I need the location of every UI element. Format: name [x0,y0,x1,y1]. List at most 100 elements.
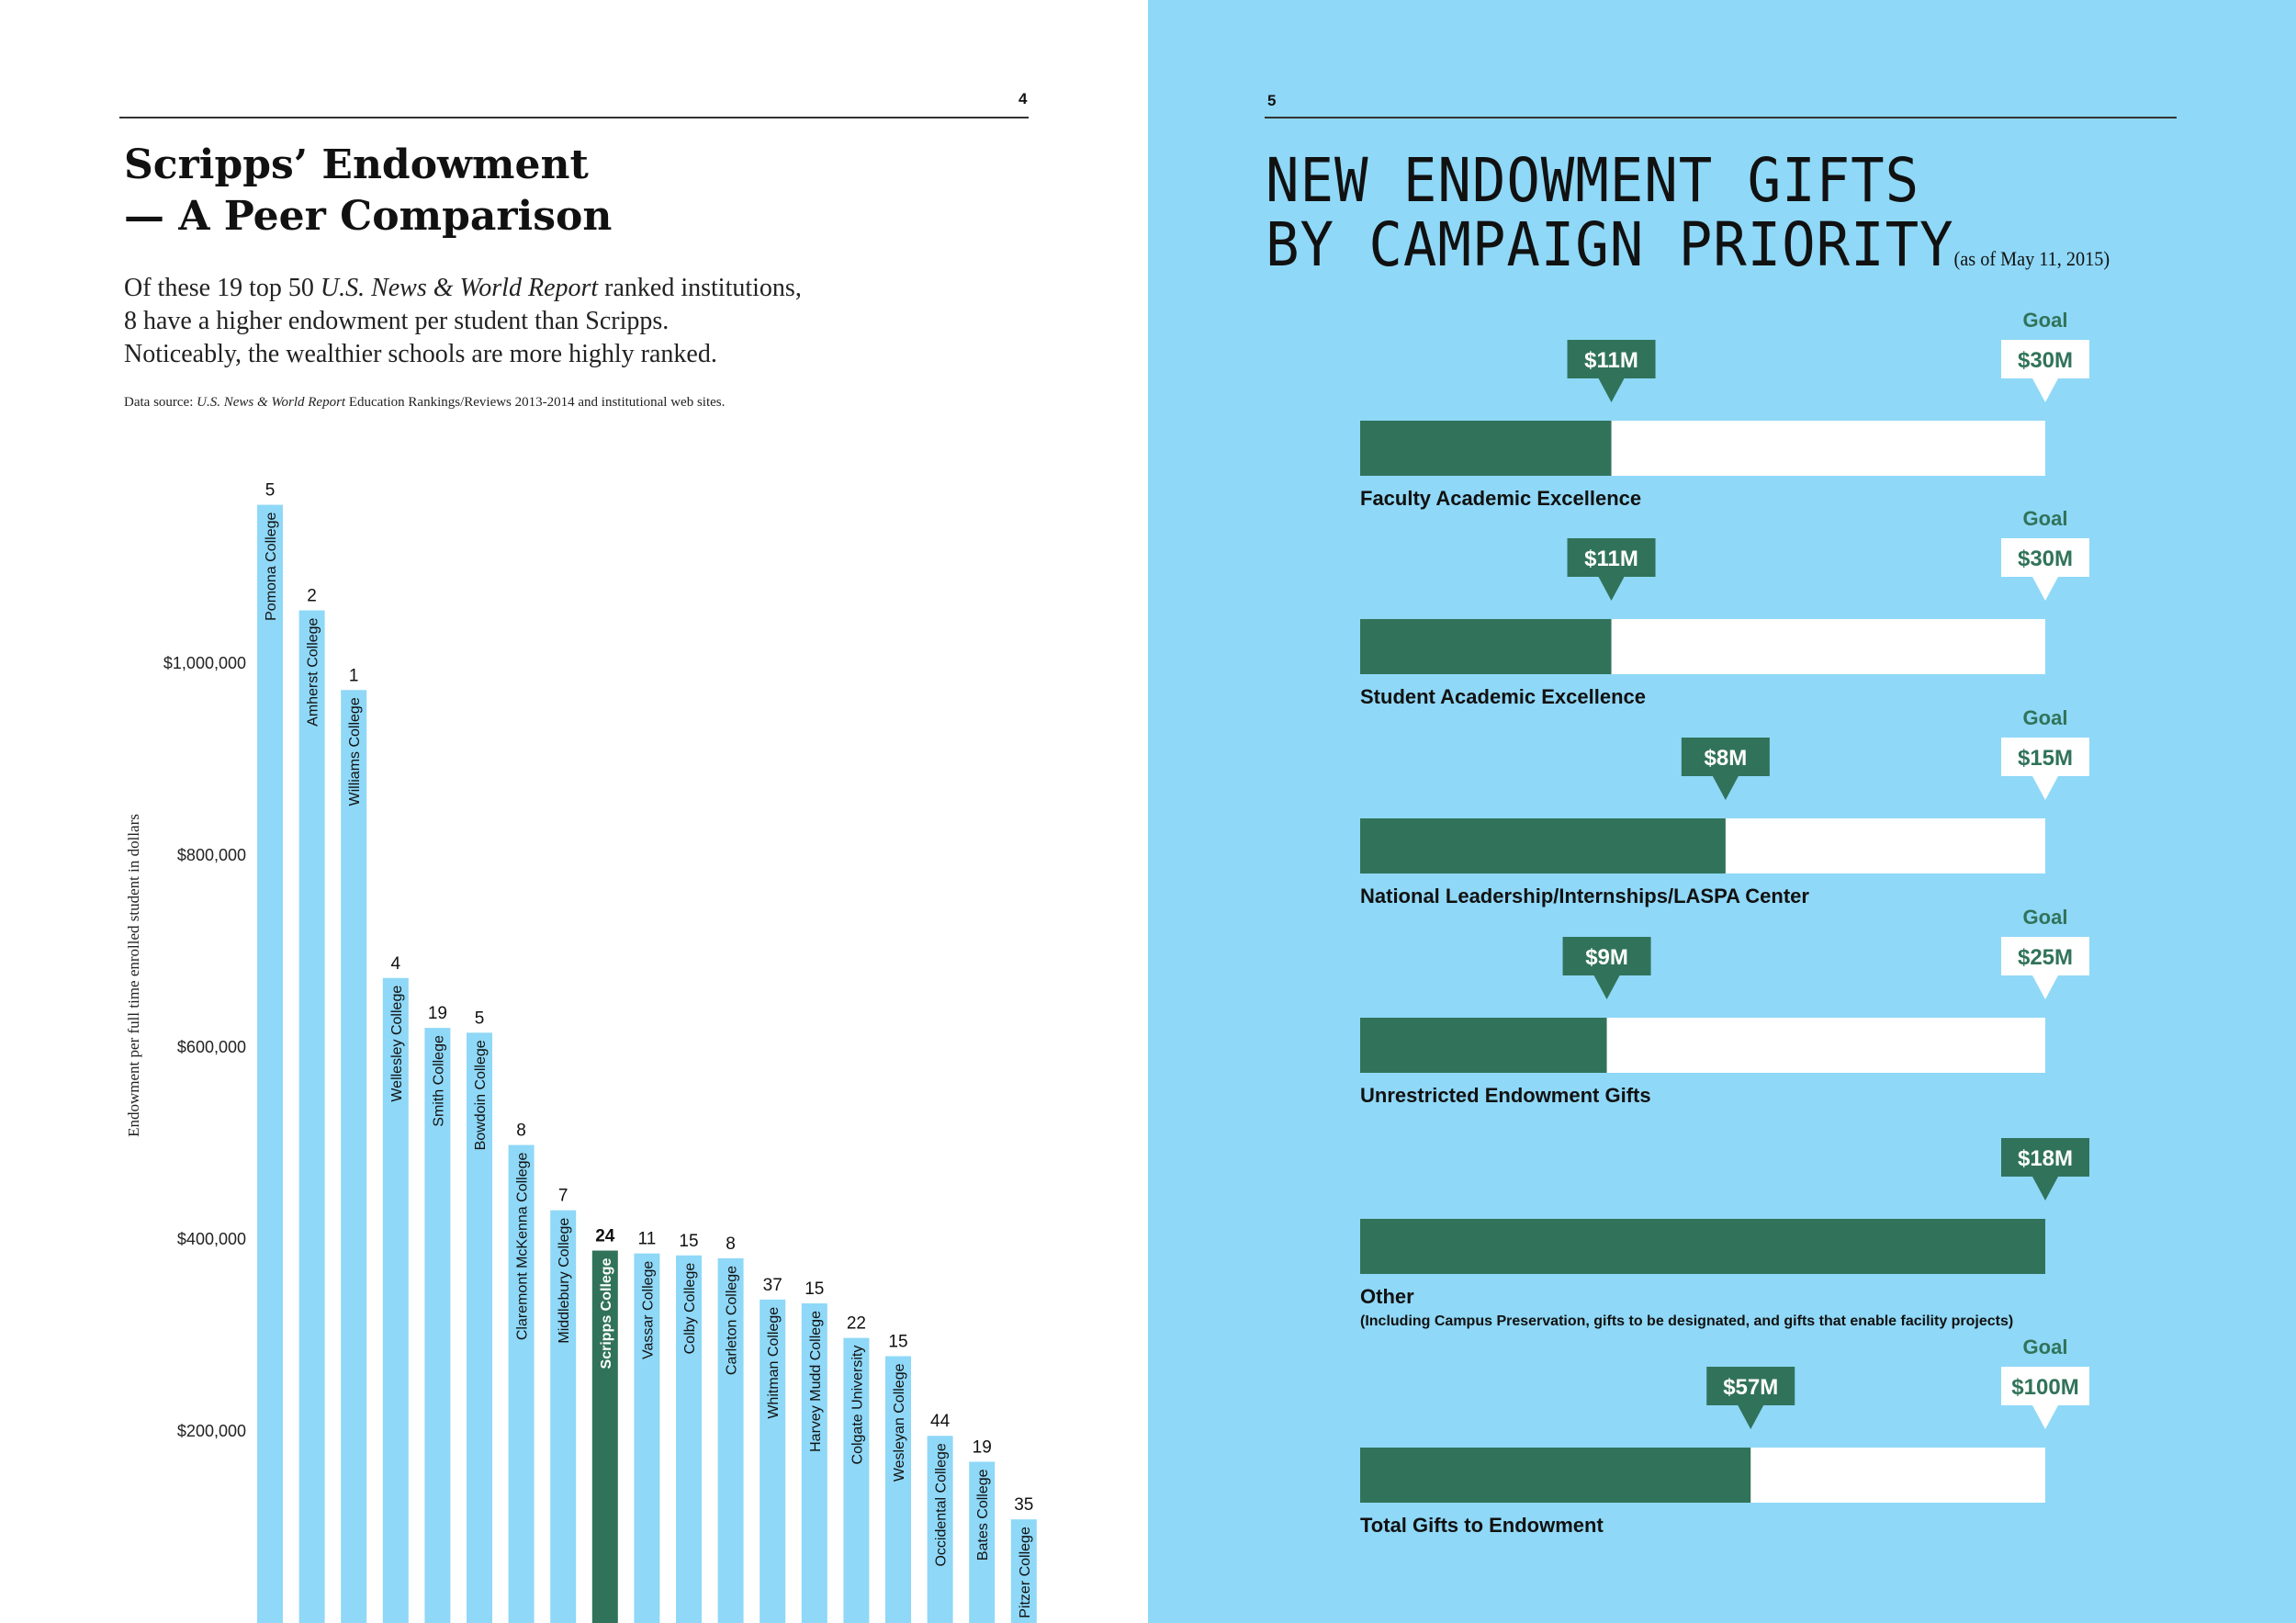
priority-label: Faculty Academic Excellence [1360,487,1641,510]
rank-label: 5 [265,481,276,501]
college-label: Scripps College [599,1257,614,1369]
rank-label: 7 [558,1187,568,1206]
current-callout-shape [1706,1367,1795,1429]
college-label: Wellesley College [389,986,405,1102]
desc-publication: U.S. News & World Report [320,274,599,302]
y-tick-label: $800,000 [177,846,246,864]
current-callout: $18M [2001,1138,2089,1200]
y-tick-label: $400,000 [177,1230,246,1248]
rank-label: 15 [805,1279,824,1299]
rank-label: 44 [930,1412,951,1431]
goal-callout-text: $100M [2011,1375,2078,1400]
current-callout-shape [2001,1138,2089,1200]
goal-callout: $30M [2001,538,2089,601]
current-callout-text: $8M [1705,746,1748,771]
college-label: Smith College [431,1035,446,1127]
rank-label: 35 [1014,1495,1033,1515]
bar [927,1436,953,1623]
goal-label: Goal [2023,906,2068,929]
description-line-1: Of these 19 top 50 U.S. News & World Rep… [124,272,951,305]
top-rule-right [1265,117,2177,118]
rank-label: 19 [428,1004,447,1023]
current-callout-shape [1567,538,1656,601]
endowment-bar-chart: $200,000 $400,000 $600,000 $800,000 $1,000,0… [163,481,1037,1623]
rank-label: 19 [973,1437,992,1457]
current-callout: $11M [1567,538,1656,601]
progress-fill [1360,1219,2045,1274]
description-line-3: Noticeably, the wealthier schools are mo… [124,340,717,368]
current-callout-text: $11M [1584,348,1638,373]
goal-callout-text: $30M [2018,348,2073,373]
college-label: Williams College [347,697,363,806]
source-text: Data source: [124,395,197,410]
bar [591,1250,618,1623]
rank-label: 8 [516,1121,526,1141]
current-callout: $9M [1562,937,1651,999]
goal-callout: $30M [2001,340,2089,402]
current-callout-text: $9M [1585,945,1628,970]
goal-callout-shape [2001,538,2089,601]
current-callout-text: $11M [1584,547,1638,571]
college-label: Middlebury College [557,1218,572,1344]
bar [885,1356,911,1623]
college-label: Colgate University [850,1346,865,1465]
bar [467,1032,492,1623]
bar [508,1144,535,1623]
goal-callout: $15M [2001,738,2089,800]
priority-label: Other [1360,1285,1414,1308]
current-callout-shape [1681,738,1770,800]
current-callout: $57M [1706,1367,1795,1429]
priority-label: Student Academic Excellence [1360,685,1646,708]
current-callout-shape [1562,937,1651,999]
goal-label: Goal [2023,1336,2068,1358]
progress-fill [1360,619,1612,674]
bar [341,690,367,1623]
rank-label: 4 [391,954,401,974]
data-source: Data source: U.S. News & World Report Ed… [124,395,725,411]
priority-label: Total Gifts to Endowment [1360,1514,1604,1537]
college-label: Wesleyan College [892,1363,907,1482]
title-line-2: — A Peer Comparison [124,193,613,240]
rank-label: 15 [888,1332,907,1351]
page-title: Scripps’ Endowment — A Peer Comparison [124,140,859,242]
current-callout-shape [1567,340,1656,402]
goal-label: Goal [2023,706,2068,729]
current-callout-text: $57M [1723,1375,1778,1400]
college-label: Whitman College [766,1307,782,1419]
bar [382,977,409,1623]
bar [676,1255,702,1623]
college-label: Colby College [682,1263,698,1355]
right-page: 5 [1148,0,2296,1623]
goal-callout-shape [2001,340,2089,402]
page-number-right: 5 [1267,92,1277,109]
college-label: Bates College [975,1469,991,1561]
college-label: Harvey Mudd College [808,1311,824,1452]
priority-note: (Including Campus Preservation, gifts to… [1360,1313,2013,1329]
goal-callout: $100M [2001,1367,2089,1429]
bar [969,1461,996,1623]
y-tick-label: $200,000 [177,1422,246,1440]
gifts-chart: $11M $30M Goal Faculty Academic Excellence $… [1360,309,2089,1537]
title-line-1: Scripps’ Endowment [124,141,589,188]
goal-label: Goal [2023,507,2068,530]
right-title-line-2: BY CAMPAIGN PRIORITY(as of May 11, 2015) [1266,213,2153,291]
progress-fill [1360,1448,1751,1503]
as-of-date: (as of May 11, 2015) [1953,247,2110,270]
college-label: Carleton College [725,1266,740,1375]
college-label: Vassar College [640,1261,656,1359]
progress-fill [1360,818,1726,873]
priority-label: National Leadership/Internships/LASPA Ce… [1360,885,1809,907]
page-number-left: 4 [1019,90,1028,107]
bar [760,1299,786,1623]
goal-callout-shape [2001,738,2089,800]
rank-label: 1 [349,666,359,685]
college-label: Bowdoin College [473,1040,489,1150]
source-text: Education Rankings/Reviews 2013-2014 and… [345,395,726,410]
rank-label: 2 [307,587,317,606]
college-label: Pitzer College [1018,1527,1033,1618]
current-callout-text: $18M [2018,1146,2073,1171]
right-title-line-1: NEW ENDOWMENT GIFTS [1266,145,1920,216]
college-label: Occidental College [934,1443,950,1566]
goal-callout-shape [2001,1367,2089,1429]
current-callout: $8M [1681,738,1770,800]
